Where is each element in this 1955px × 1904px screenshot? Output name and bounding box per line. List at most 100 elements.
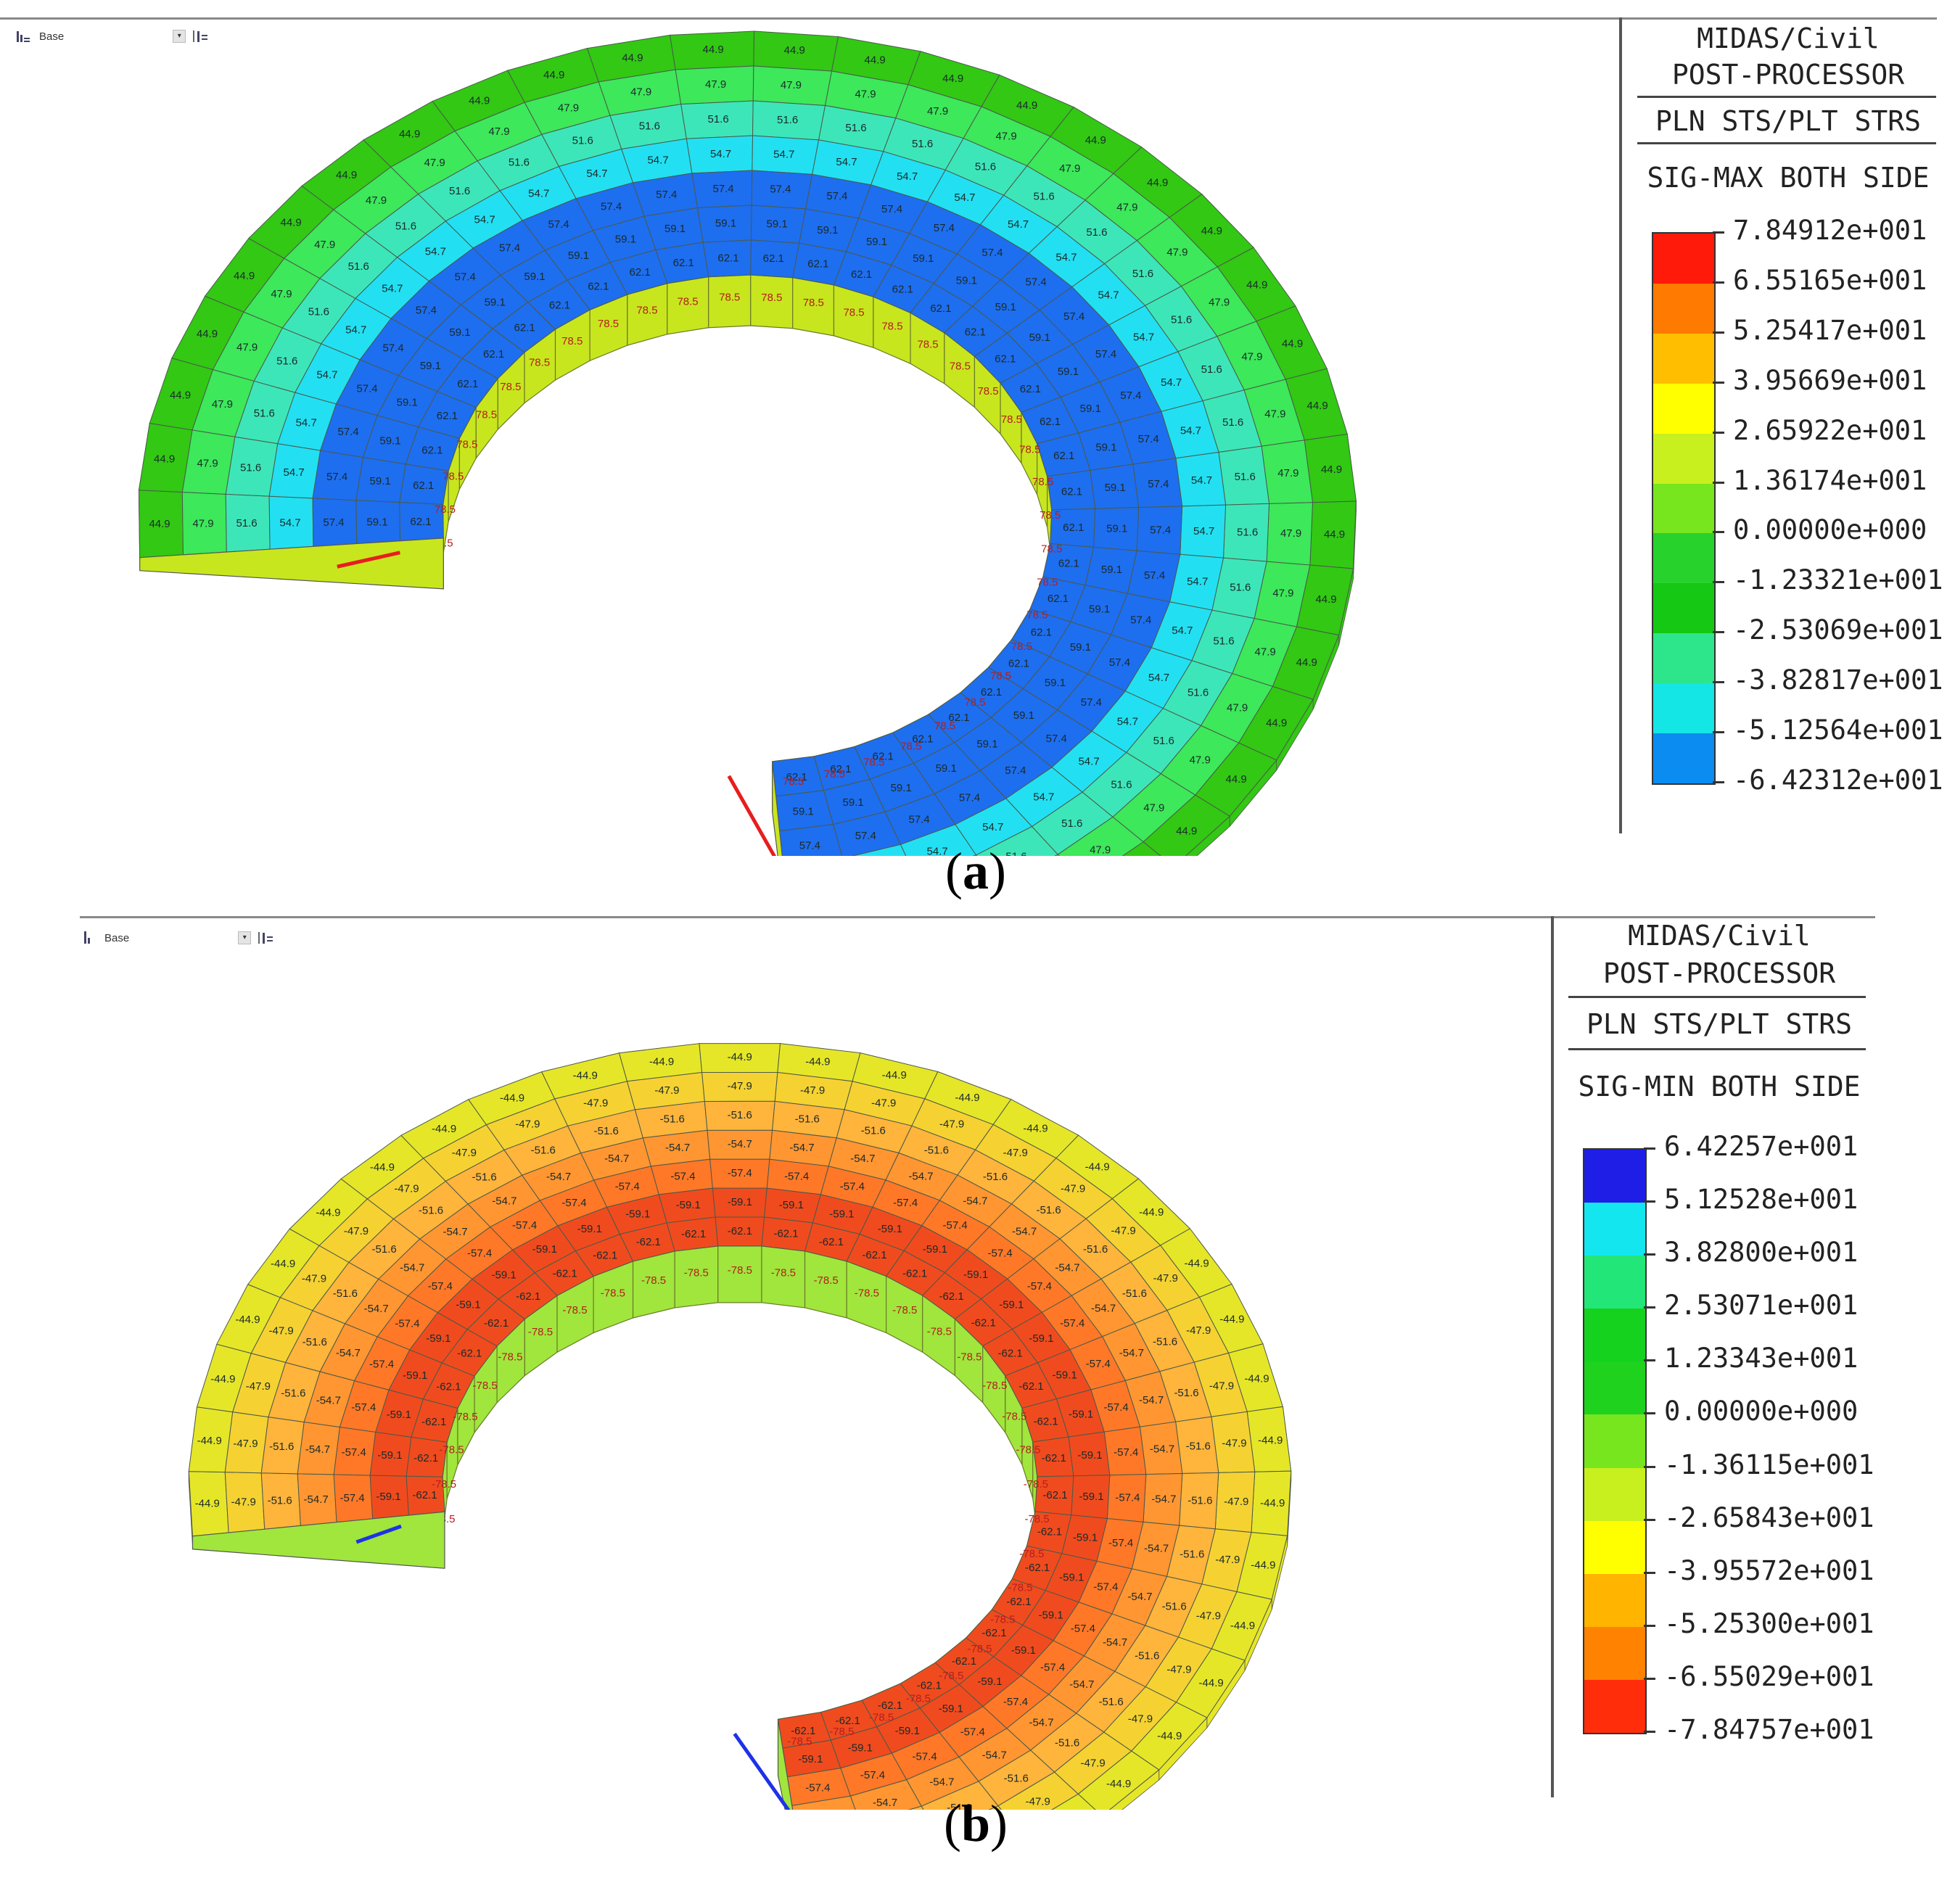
view-toolbar[interactable]: Base ▾ [81, 931, 274, 945]
element-value-label: -57.4 [1108, 1537, 1133, 1549]
element-value-label: 51.6 [1201, 363, 1222, 376]
legend-tick [1713, 781, 1724, 783]
wall-value-label: 78.5 [598, 318, 619, 330]
element-value-label: 57.4 [1046, 733, 1067, 745]
element-value-label: 51.6 [1132, 268, 1153, 280]
wall-value-label: 78.5 [443, 471, 464, 483]
element-value-label: 47.9 [705, 78, 726, 91]
element-value-label: -44.9 [1260, 1497, 1285, 1509]
element-value-label: 57.4 [323, 516, 344, 529]
wall-value-label: 78.5 [719, 292, 740, 304]
element-value-label: 51.6 [777, 114, 798, 126]
element-value-label: 47.9 [1227, 701, 1248, 714]
element-value-label: -51.6 [269, 1441, 294, 1453]
element-value-label: 54.7 [647, 154, 668, 167]
element-value-label: 44.9 [1147, 176, 1168, 189]
element-value-label: -59.1 [532, 1243, 557, 1256]
element-value-label: -54.7 [850, 1153, 875, 1165]
view-toolbar[interactable]: Base ▾ [16, 29, 209, 44]
element-value-label: 57.4 [959, 791, 980, 804]
element-value-label: -44.9 [1244, 1373, 1269, 1385]
element-value-label: 54.7 [1191, 474, 1212, 487]
element-value-label: -59.1 [1011, 1644, 1036, 1657]
element-value-label: -44.9 [370, 1161, 395, 1174]
element-value-label: 44.9 [281, 217, 302, 229]
element-value-label: -44.9 [195, 1497, 220, 1509]
element-value-label: 62.1 [892, 283, 913, 295]
cut-end-face [192, 1511, 445, 1569]
legend-value: 2.65922e+001 [1733, 414, 1927, 446]
wall-value-label: -78.5 [1002, 1411, 1026, 1423]
element-value-label: -59.1 [625, 1208, 650, 1221]
wall-value-label: 78.5 [435, 503, 456, 516]
legend-color-swatch [1584, 1573, 1645, 1628]
element-value-label: -62.1 [902, 1267, 927, 1279]
legend-tick [1644, 1147, 1655, 1150]
element-value-label: -47.9 [1026, 1796, 1050, 1808]
legend-value: -6.55029e+001 [1664, 1660, 1874, 1692]
element-value-label: -62.1 [436, 1380, 461, 1393]
element-value-label: -51.6 [372, 1243, 397, 1256]
panel-top-border [0, 17, 1937, 20]
element-value-label: 47.9 [192, 517, 213, 529]
element-value-label: -62.1 [484, 1317, 509, 1330]
mesh-element [1051, 1793, 1096, 1810]
wall-value-label: -78.5 [728, 1264, 752, 1277]
element-value-label: 51.6 [395, 220, 416, 232]
wall-value-label: 78.5 [977, 385, 998, 397]
element-value-label: -59.1 [779, 1199, 804, 1211]
element-value-label: -44.9 [1258, 1435, 1283, 1447]
legend-color-swatch [1584, 1309, 1645, 1362]
element-value-label: 44.9 [1315, 593, 1336, 606]
element-value-label: -54.7 [1029, 1716, 1053, 1728]
legend-tick [1644, 1677, 1655, 1680]
element-value-label: 54.7 [586, 168, 607, 180]
element-value-label: 44.9 [154, 453, 175, 465]
legend-color-swatch [1584, 1203, 1645, 1256]
legend-value: -5.25300e+001 [1664, 1607, 1874, 1639]
legend-tick [1713, 431, 1724, 434]
element-value-label: -47.9 [1222, 1438, 1246, 1450]
element-value-label: 57.4 [981, 247, 1003, 259]
element-value-label: -57.4 [1086, 1358, 1111, 1370]
dropdown-arrow-icon[interactable]: ▾ [238, 931, 252, 944]
wall-value-label: -78.5 [1016, 1443, 1040, 1456]
element-value-label: 54.7 [425, 245, 446, 257]
element-value-label: -54.7 [364, 1303, 389, 1315]
element-value-label: -54.7 [728, 1138, 752, 1150]
element-value-label: -47.9 [1196, 1610, 1221, 1623]
dropdown-arrow-icon[interactable]: ▾ [173, 30, 186, 43]
element-value-label: 59.1 [420, 360, 441, 372]
element-value-label: -44.9 [1219, 1314, 1244, 1326]
element-value-label: 44.9 [399, 128, 420, 141]
edge-accent [355, 1524, 402, 1544]
split-view-icon[interactable] [193, 29, 209, 44]
element-value-label: 51.6 [1061, 817, 1082, 830]
element-value-label: 54.7 [836, 156, 857, 168]
element-value-label: 51.6 [975, 161, 996, 173]
element-value-label: 44.9 [1307, 400, 1328, 412]
element-value-label: -54.7 [929, 1776, 954, 1789]
base-view-icon[interactable] [81, 931, 97, 945]
element-value-label: -44.9 [728, 1051, 752, 1063]
element-value-label: 59.1 [379, 435, 400, 448]
element-value-label: 51.6 [509, 157, 530, 169]
legend-color-swatch [1653, 433, 1714, 485]
element-value-label: 51.6 [240, 462, 261, 474]
element-value-label: -54.7 [1139, 1394, 1164, 1406]
element-value-label: 59.1 [568, 250, 589, 262]
element-value-label: 62.1 [930, 302, 951, 315]
split-view-icon[interactable] [258, 931, 274, 945]
element-value-label: 44.9 [1321, 463, 1342, 476]
legend-software: MIDAS/Civil [1697, 22, 1880, 54]
wall-value-label: -78.5 [1019, 1548, 1044, 1560]
wall-value-label: -78.5 [906, 1692, 931, 1705]
element-value-label: 59.1 [397, 396, 418, 408]
element-value-label: -62.1 [836, 1715, 860, 1727]
element-value-label: 62.1 [588, 281, 609, 293]
element-value-label: 44.9 [865, 54, 886, 67]
edge-accent [733, 1732, 791, 1810]
base-view-icon[interactable] [16, 29, 32, 44]
legend-value: 6.55165e+001 [1733, 264, 1927, 296]
element-value-label: 47.9 [1190, 754, 1211, 767]
